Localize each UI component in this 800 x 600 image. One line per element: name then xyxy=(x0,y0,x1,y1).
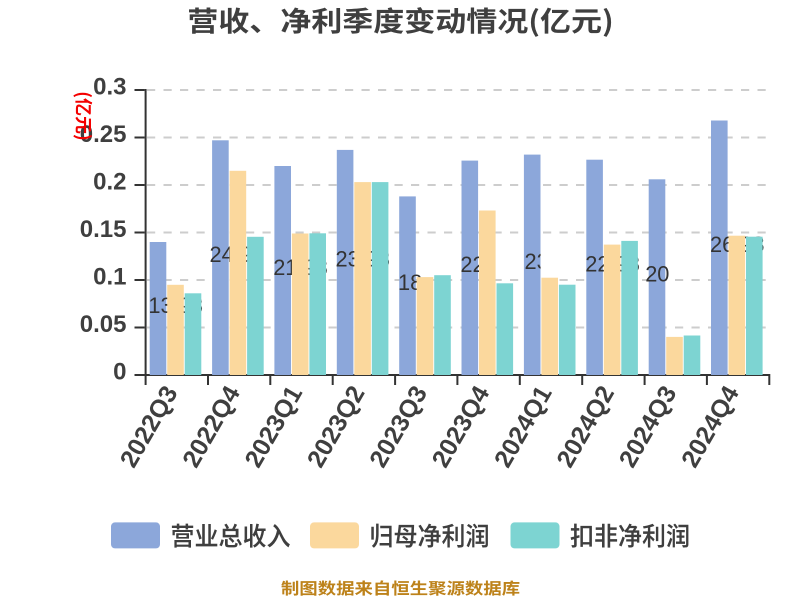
svg-text:0.25: 0.25 xyxy=(80,121,127,148)
svg-text:23: 23 xyxy=(525,249,549,274)
svg-text:20: 20 xyxy=(645,261,669,286)
svg-text:0.15: 0.15 xyxy=(80,216,127,243)
svg-text:0.1: 0.1 xyxy=(93,264,126,291)
svg-text:0.2: 0.2 xyxy=(93,169,126,196)
svg-text:2024Q4: 2024Q4 xyxy=(676,381,745,472)
svg-text:2024Q1: 2024Q1 xyxy=(489,381,558,472)
svg-text:0.05: 0.05 xyxy=(80,311,127,338)
svg-text:2022Q4: 2022Q4 xyxy=(177,381,246,472)
svg-text:2023Q1: 2023Q1 xyxy=(239,381,308,472)
svg-text:2024Q3: 2024Q3 xyxy=(614,381,683,472)
svg-text:2023Q3: 2023Q3 xyxy=(364,381,433,472)
svg-text:2023Q2: 2023Q2 xyxy=(302,381,371,472)
svg-text:2024Q2: 2024Q2 xyxy=(551,381,620,472)
svg-text:0: 0 xyxy=(113,359,126,386)
svg-text:2023Q4: 2023Q4 xyxy=(427,381,496,472)
svg-text:0.3: 0.3 xyxy=(93,74,126,101)
svg-text:2022Q3: 2022Q3 xyxy=(115,381,184,472)
